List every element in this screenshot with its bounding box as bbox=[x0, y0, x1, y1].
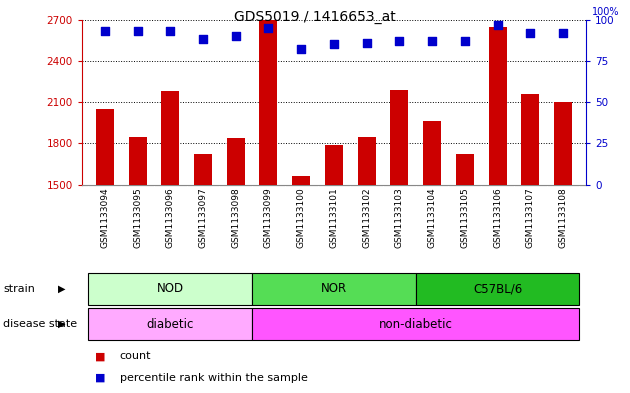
Bar bbox=[521, 94, 539, 391]
Bar bbox=[260, 20, 277, 391]
Bar bbox=[96, 109, 114, 391]
Bar bbox=[252, 308, 580, 340]
Text: disease state: disease state bbox=[3, 319, 77, 329]
Point bbox=[263, 25, 273, 31]
Point bbox=[296, 46, 306, 53]
Point bbox=[558, 30, 568, 36]
Text: NOD: NOD bbox=[157, 282, 184, 296]
Text: ■: ■ bbox=[94, 373, 105, 383]
Point bbox=[427, 38, 437, 44]
Bar bbox=[456, 154, 474, 391]
Bar bbox=[129, 136, 147, 391]
Text: GSM1133098: GSM1133098 bbox=[231, 187, 240, 248]
Point bbox=[132, 28, 142, 34]
Text: GSM1133104: GSM1133104 bbox=[428, 187, 437, 248]
Text: percentile rank within the sample: percentile rank within the sample bbox=[120, 373, 307, 383]
Text: diabetic: diabetic bbox=[147, 318, 194, 331]
Text: GSM1133107: GSM1133107 bbox=[526, 187, 535, 248]
Text: GSM1133094: GSM1133094 bbox=[100, 187, 110, 248]
Bar bbox=[325, 145, 343, 391]
Text: ▶: ▶ bbox=[58, 319, 66, 329]
Text: GSM1133097: GSM1133097 bbox=[198, 187, 207, 248]
Point bbox=[460, 38, 470, 44]
Text: 100%: 100% bbox=[592, 7, 619, 17]
Bar bbox=[88, 273, 252, 305]
Point bbox=[165, 28, 175, 34]
Bar bbox=[416, 273, 580, 305]
Point bbox=[231, 33, 241, 39]
Text: GSM1133099: GSM1133099 bbox=[264, 187, 273, 248]
Bar bbox=[227, 138, 244, 391]
Point bbox=[493, 22, 503, 28]
Text: non-diabetic: non-diabetic bbox=[379, 318, 453, 331]
Bar bbox=[358, 136, 375, 391]
Bar bbox=[88, 308, 252, 340]
Point bbox=[362, 40, 372, 46]
Text: GSM1133103: GSM1133103 bbox=[395, 187, 404, 248]
Point bbox=[198, 36, 208, 42]
Text: GSM1133102: GSM1133102 bbox=[362, 187, 371, 248]
Point bbox=[525, 30, 536, 36]
Bar bbox=[194, 154, 212, 391]
Text: GSM1133105: GSM1133105 bbox=[461, 187, 469, 248]
Bar bbox=[252, 273, 416, 305]
Text: ▶: ▶ bbox=[58, 284, 66, 294]
Bar bbox=[391, 90, 408, 391]
Text: strain: strain bbox=[3, 284, 35, 294]
Bar bbox=[161, 91, 180, 391]
Text: GSM1133100: GSM1133100 bbox=[297, 187, 306, 248]
Bar bbox=[292, 176, 310, 391]
Text: GDS5019 / 1416653_at: GDS5019 / 1416653_at bbox=[234, 10, 396, 24]
Text: GSM1133106: GSM1133106 bbox=[493, 187, 502, 248]
Text: GSM1133108: GSM1133108 bbox=[558, 187, 568, 248]
Text: count: count bbox=[120, 351, 151, 361]
Text: GSM1133101: GSM1133101 bbox=[329, 187, 338, 248]
Point bbox=[394, 38, 404, 44]
Text: ■: ■ bbox=[94, 351, 105, 361]
Bar bbox=[423, 121, 441, 391]
Text: C57BL/6: C57BL/6 bbox=[473, 282, 522, 296]
Text: GSM1133095: GSM1133095 bbox=[133, 187, 142, 248]
Point bbox=[329, 41, 339, 48]
Bar bbox=[554, 102, 572, 391]
Point bbox=[100, 28, 110, 34]
Text: GSM1133096: GSM1133096 bbox=[166, 187, 175, 248]
Bar bbox=[488, 26, 507, 391]
Text: NOR: NOR bbox=[321, 282, 347, 296]
